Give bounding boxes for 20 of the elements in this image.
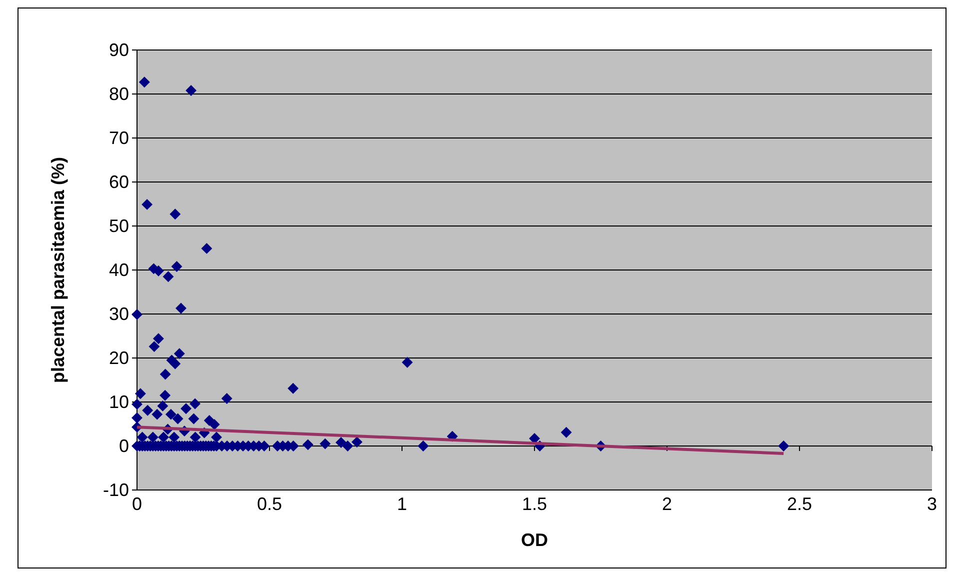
x-tick-label: 2 — [662, 494, 672, 514]
x-tick-label: 1.5 — [522, 494, 548, 514]
x-tick-label: 3 — [926, 494, 938, 514]
y-tick-label: 20 — [108, 348, 129, 368]
y-tick-label: 10 — [108, 392, 129, 412]
y-tick-label: 60 — [108, 172, 129, 192]
y-tick-label: 0 — [118, 436, 129, 456]
y-tick-label: -10 — [102, 480, 129, 500]
y-tick-label: 70 — [108, 128, 129, 148]
x-axis-title: OD — [521, 530, 548, 550]
y-tick-label: 30 — [108, 304, 129, 324]
y-tick-label: 80 — [108, 84, 129, 104]
y-tick-label: 40 — [108, 260, 129, 280]
y-tick-label: 90 — [108, 40, 129, 60]
y-tick-label: 50 — [108, 216, 129, 236]
x-tick-label: 0 — [132, 494, 142, 514]
y-axis-title: placental parasitaemia (%) — [48, 156, 68, 384]
x-tick-label: 2.5 — [786, 494, 812, 514]
x-tick-label: 0.5 — [256, 494, 282, 514]
x-tick-label: 1 — [396, 494, 408, 514]
